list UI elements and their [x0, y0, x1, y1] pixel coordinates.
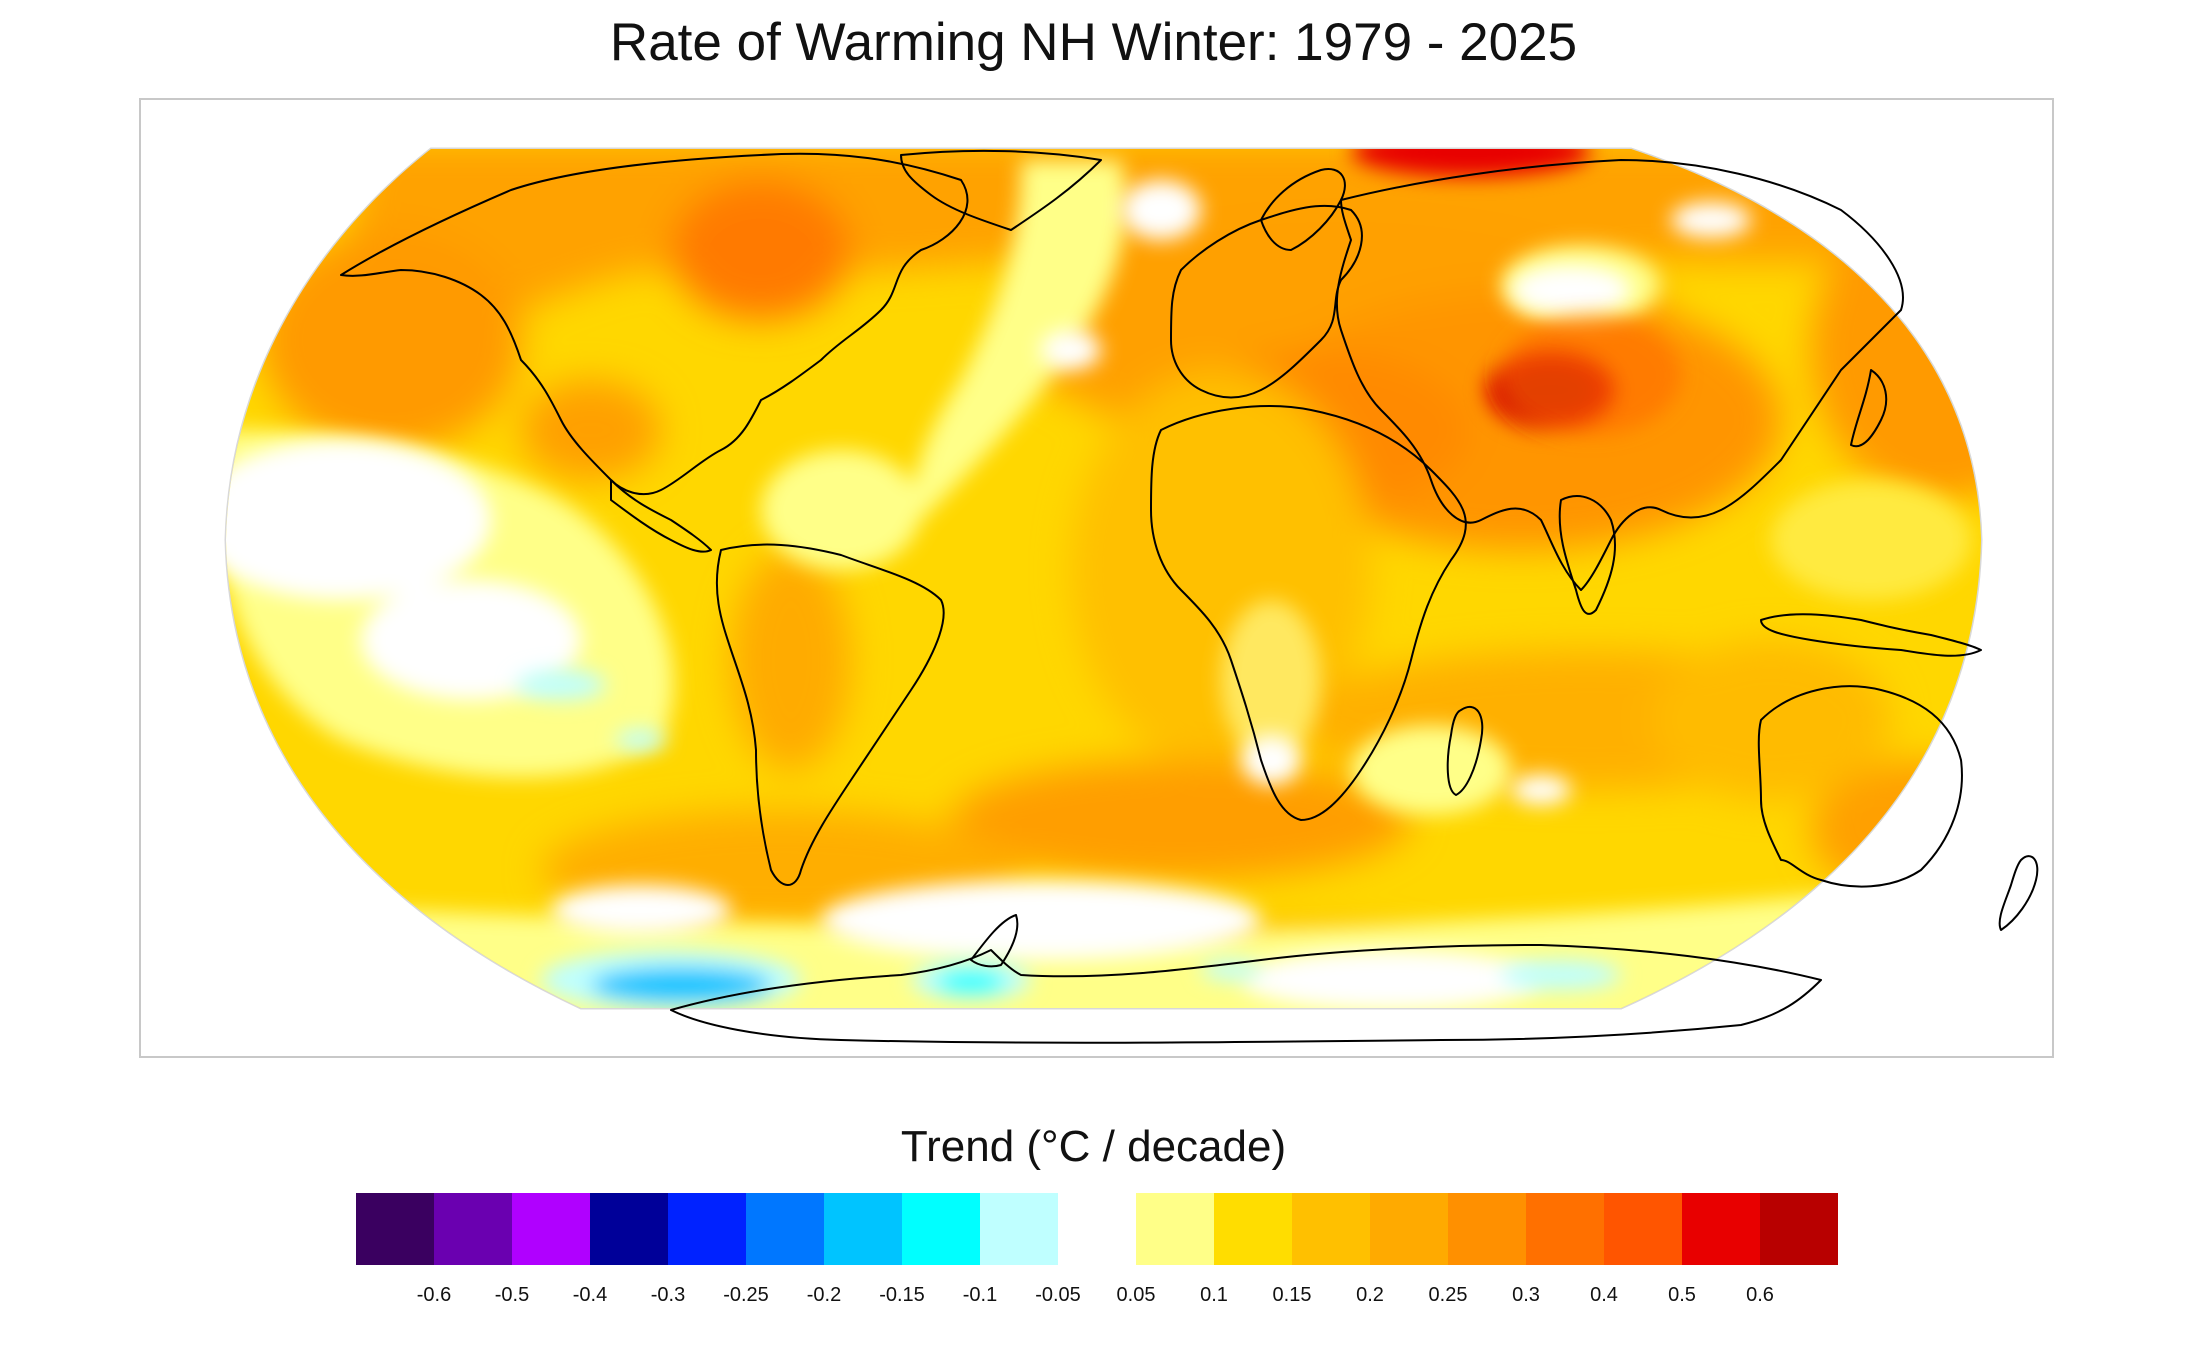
- colorbar-swatch: [1682, 1193, 1760, 1265]
- colorbar-swatch: [512, 1193, 590, 1265]
- coastlines: [340, 149, 2039, 1044]
- trend-map: [224, 147, 2039, 1044]
- colorbar-swatch: [1526, 1193, 1604, 1265]
- coastline-maritime-se-asia: [1760, 613, 1982, 657]
- colorbar-tick-label: -0.1: [962, 1284, 998, 1306]
- colorbar-swatch: [746, 1193, 824, 1265]
- colorbar-swatch: [1058, 1193, 1136, 1265]
- coastline-south-america: [715, 543, 945, 886]
- coastline-antarctica: [670, 944, 1822, 1044]
- colorbar-swatch: [668, 1193, 746, 1265]
- coastline-asia: [1335, 159, 1904, 591]
- colorbar-swatch: [356, 1193, 434, 1265]
- colorbar-swatch: [980, 1193, 1058, 1265]
- chart-title: Rate of Warming NH Winter: 1979 - 2025: [609, 13, 1578, 72]
- colorbar-tick-label: -0.15: [879, 1284, 925, 1306]
- colorbar-swatch: [1448, 1193, 1526, 1265]
- coastline-india: [1558, 495, 1617, 615]
- colorbar-tick-label: 0.4: [1590, 1284, 1618, 1306]
- colorbar-tick-label: -0.6: [416, 1284, 452, 1306]
- colorbar-swatch: [1136, 1193, 1214, 1265]
- colorbar-tick-label: 0.05: [1116, 1284, 1156, 1306]
- coastline-japan: [1850, 369, 1888, 448]
- colorbar-tick-label: -0.05: [1035, 1284, 1081, 1306]
- colorbar-swatch: [434, 1193, 512, 1265]
- colorbar-tick-label: -0.4: [572, 1284, 608, 1306]
- coastline-new-zealand: [1998, 855, 2039, 931]
- colorbar-swatch: [590, 1193, 668, 1265]
- coastline-north-america: [340, 152, 969, 496]
- trend-field: [226, 149, 1981, 1008]
- colorbar-swatch: [1214, 1193, 1292, 1265]
- legend-title: Trend (°C / decade): [900, 1122, 1287, 1171]
- coastline-antarctic-peninsula: [970, 914, 1019, 968]
- colorbar-swatch: [1604, 1193, 1682, 1265]
- coastline-europe: [1170, 204, 1363, 399]
- coastline-africa: [1150, 405, 1467, 821]
- colorbar-tick-label: -0.3: [650, 1284, 686, 1306]
- colorbar-ticks: -0.6 -0.5 -0.4 -0.3 -0.25 -0.2 -0.15 -0.1 -0.05 0…: [0, 1284, 2187, 1314]
- colorbar-tick-label: 0.5: [1668, 1284, 1696, 1306]
- colorbar-tick-label: 0.1: [1200, 1284, 1228, 1306]
- colorbar-tick-label: 0.25: [1428, 1284, 1468, 1306]
- colorbar-swatch: [1292, 1193, 1370, 1265]
- colorbar-tick-label: 0.2: [1356, 1284, 1384, 1306]
- coastline-central-america: [610, 479, 712, 553]
- colorbar-tick-label: 0.15: [1272, 1284, 1312, 1306]
- colorbar-swatch: [1370, 1193, 1448, 1265]
- colorbar-tick-label: -0.5: [494, 1284, 530, 1306]
- coastline-greenland: [900, 149, 1102, 231]
- map-frame: [139, 98, 2054, 1058]
- colorbar-tick-label: -0.2: [806, 1284, 842, 1306]
- colorbar-tick-label: 0.3: [1512, 1284, 1540, 1306]
- coastline-australia: [1757, 685, 1963, 888]
- colorbar: [356, 1193, 1838, 1265]
- colorbar-swatch: [902, 1193, 980, 1265]
- colorbar-tick-label: -0.25: [723, 1284, 769, 1306]
- coastline-madagascar: [1446, 705, 1484, 796]
- colorbar-swatch: [824, 1193, 902, 1265]
- colorbar-tick-label: 0.6: [1746, 1284, 1774, 1306]
- colorbar-swatch: [1760, 1193, 1838, 1265]
